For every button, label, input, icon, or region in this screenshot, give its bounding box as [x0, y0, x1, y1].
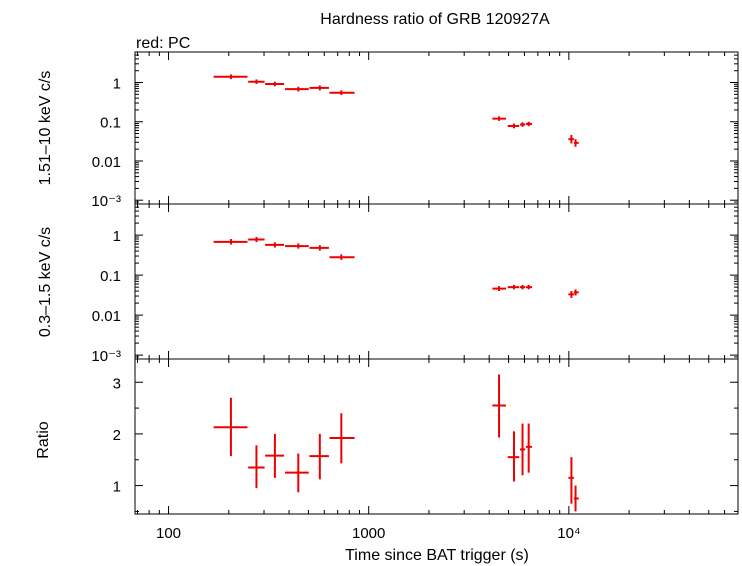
axis-tick-labels: 1 0.1 0.01 10⁻³ 1 0.1 0.01 10⁻³ 1 2 3 100 1000 10⁴: [91, 76, 580, 542]
data-point-hard: [573, 139, 579, 147]
data-point-ratio: [329, 413, 355, 464]
data-point-ratio: [265, 433, 285, 478]
data-point-ratio: [525, 423, 533, 473]
data-point-soft: [519, 284, 526, 290]
data-point-ratio: [492, 374, 506, 438]
y-tick-label: 0.1: [100, 268, 121, 285]
data-point-soft: [573, 289, 579, 296]
y-axis-label-ratio: Ratio: [35, 421, 52, 458]
chart-subtitle: red: PC: [136, 35, 190, 52]
data-point-soft: [492, 286, 506, 292]
data-point-hard: [519, 122, 526, 127]
x-axis-label: Time since BAT trigger (s): [345, 547, 529, 564]
data-point-soft: [329, 254, 355, 260]
y-tick-label: 2: [113, 427, 121, 444]
chart-title: Hardness ratio of GRB 120927A: [320, 11, 550, 28]
x-tick-label: 10⁴: [557, 525, 580, 542]
data-point-hard: [285, 86, 309, 92]
x-tick-label: 1000: [352, 525, 385, 542]
data-point-ratio: [213, 397, 248, 457]
axis-ticks: [135, 51, 739, 514]
data-point-ratio: [248, 445, 265, 489]
data-point-ratio: [309, 433, 329, 480]
data-point-ratio: [568, 457, 574, 504]
data-point-soft: [309, 245, 329, 251]
y-tick-label: 1: [113, 76, 121, 93]
data-point-ratio: [573, 485, 579, 512]
data-point-soft: [568, 291, 574, 298]
data-point-hard: [213, 74, 248, 80]
data-points: [213, 74, 579, 512]
x-tick-label: 100: [156, 525, 181, 542]
data-point-ratio: [519, 423, 526, 476]
data-point-hard: [525, 121, 533, 127]
data-point-ratio: [285, 453, 309, 493]
y-axis-label-soft: 0.3–1.5 keV c/s: [37, 227, 54, 337]
y-tick-label: 0.01: [92, 154, 121, 171]
panel-hard-frame: [134, 51, 739, 205]
data-point-soft: [265, 242, 285, 248]
data-point-soft: [213, 239, 248, 245]
data-point-hard: [265, 81, 285, 87]
y-tick-label: 3: [113, 375, 121, 392]
data-point-soft: [507, 284, 520, 290]
y-tick-label: 1: [113, 228, 121, 245]
data-point-hard: [492, 116, 506, 121]
data-point-hard: [329, 90, 355, 96]
y-tick-label: 1: [113, 479, 121, 496]
y-tick-label: 0.01: [92, 308, 121, 325]
data-point-soft: [248, 236, 265, 243]
y-tick-label: 0.1: [100, 115, 121, 132]
data-point-soft: [525, 284, 533, 290]
panel-soft-frame: [134, 203, 739, 360]
data-point-ratio: [507, 431, 520, 482]
data-point-soft: [285, 243, 309, 249]
data-point-hard: [309, 85, 329, 91]
data-point-hard: [507, 123, 520, 129]
y-tick-label: 10⁻³: [91, 348, 121, 365]
y-axis-label-hard: 1.51–10 keV c/s: [37, 71, 54, 186]
data-point-hard: [248, 79, 265, 84]
data-point-hard: [568, 134, 574, 144]
panel-ratio-frame: [134, 358, 739, 515]
y-tick-label: 10⁻³: [91, 193, 121, 210]
